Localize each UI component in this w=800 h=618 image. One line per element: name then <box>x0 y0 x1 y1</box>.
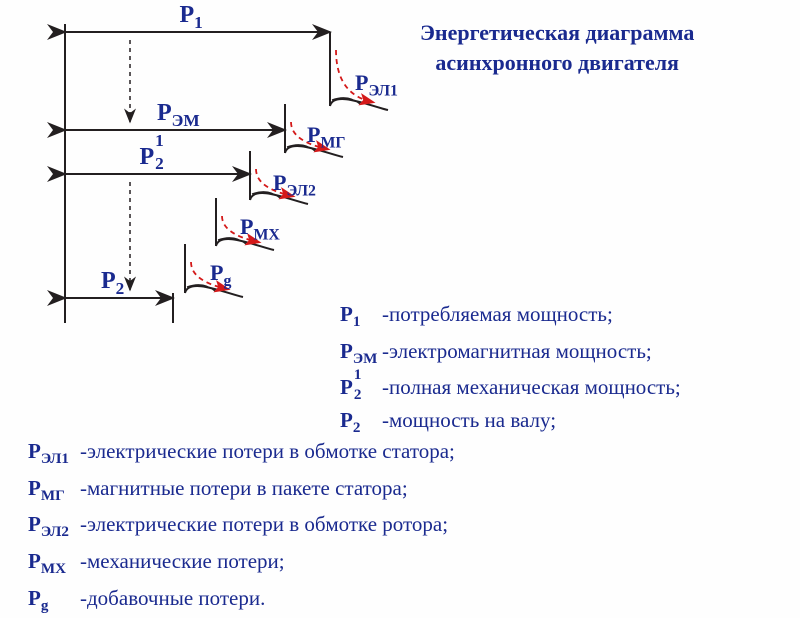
legend-row: PЭЛ2- электрические потери в обмотке рот… <box>28 508 455 545</box>
legend-text: мощность на валу; <box>389 404 556 437</box>
legend-row: PЭЛ1- электрические потери в обмотке ста… <box>28 435 455 472</box>
loss-label-Pel1: PЭЛ1 <box>355 70 398 100</box>
legend-symbol: PЭЛ1 <box>28 435 80 472</box>
level-label-P2: P2 <box>101 268 124 299</box>
legend-dash: - <box>80 508 87 541</box>
legend-symbol: P12 <box>340 371 382 404</box>
legend-text: добавочные потери. <box>87 582 265 615</box>
legend-powers: P1- потребляемая мощность;PЭМ- электрома… <box>340 298 681 440</box>
legend-row: PМХ- механические потери; <box>28 545 455 582</box>
legend-text: полная механическая мощность; <box>389 371 681 404</box>
loss-label-Pmx: PМХ <box>240 214 280 244</box>
level-label-P1: P1 <box>180 2 203 33</box>
legend-dash: - <box>80 435 87 468</box>
legend-row: PЭМ- электромагнитная мощность; <box>340 335 681 372</box>
legend-text: механические потери; <box>87 545 285 578</box>
legend-text: электрические потери в обмотке ротора; <box>87 508 448 541</box>
legend-row: P1- потребляемая мощность; <box>340 298 681 335</box>
legend-symbol: P1 <box>340 298 382 335</box>
level-label-Pem: PЭМ <box>157 100 200 131</box>
loss-label-Pg: Pg <box>210 260 231 290</box>
legend-symbol: PМГ <box>28 472 80 509</box>
legend-dash: - <box>382 371 389 404</box>
legend-text: потребляемая мощность; <box>389 298 613 331</box>
legend-row: P12- полная механическая мощность; <box>340 371 681 404</box>
legend-text: электрические потери в обмотке статора; <box>87 435 455 468</box>
legend-text: электромагнитная мощность; <box>389 335 652 368</box>
legend-dash: - <box>80 582 87 615</box>
legend-text: магнитные потери в пакете статора; <box>87 472 408 505</box>
legend-row: PМГ- магнитные потери в пакете статора; <box>28 472 455 509</box>
loss-label-Pel2: PЭЛ2 <box>273 170 316 200</box>
legend-losses: PЭЛ1- электрические потери в обмотке ста… <box>28 435 455 618</box>
legend-dash: - <box>382 404 389 437</box>
level-label-P21: P12 <box>140 144 155 171</box>
legend-symbol: PЭЛ2 <box>28 508 80 545</box>
legend-symbol: PМХ <box>28 545 80 582</box>
legend-dash: - <box>382 335 389 368</box>
legend-dash: - <box>80 472 87 505</box>
legend-dash: - <box>382 298 389 331</box>
loss-label-Pmg: PМГ <box>307 122 345 152</box>
legend-dash: - <box>80 545 87 578</box>
